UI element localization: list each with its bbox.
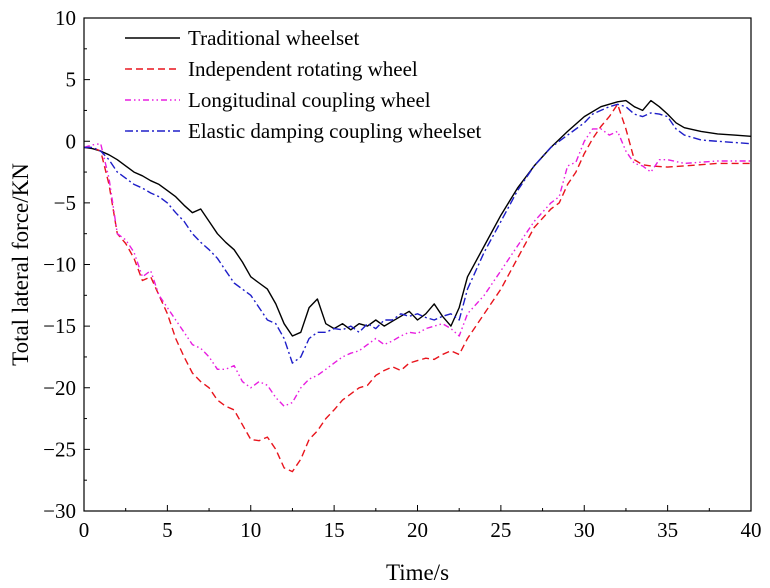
legend-label-1: Traditional wheelset [188, 26, 359, 50]
x-tick-label: 40 [741, 518, 762, 542]
y-tick-label: −15 [43, 314, 76, 338]
legend-label-2: Independent rotating wheel [188, 57, 418, 81]
legend: Traditional wheelset Independent rotating… [125, 26, 482, 143]
x-tick-label: 35 [657, 518, 678, 542]
series-line-4 [84, 103, 752, 364]
x-tick-label: 0 [79, 518, 90, 542]
series-line-2 [84, 103, 751, 473]
y-tick-label: −5 [54, 191, 76, 215]
x-tick-label: 15 [324, 518, 345, 542]
legend-label-4: Elastic damping coupling wheelset [188, 119, 482, 143]
y-axis-title: Total lateral force/KN [8, 163, 33, 366]
x-tick-label: 20 [407, 518, 428, 542]
series-lines [83, 99, 752, 473]
x-tick-label: 10 [240, 518, 261, 542]
x-tick-labels: 0 5 10 15 20 25 30 35 40 [79, 518, 762, 542]
plot-frame [83, 17, 752, 512]
x-tick-label: 5 [162, 518, 173, 542]
y-tick-label: 10 [55, 6, 76, 30]
y-tick-label: 5 [66, 68, 77, 92]
y-tick-label: −10 [43, 253, 76, 277]
x-axis-title: Time/s [386, 560, 449, 585]
y-tick-label: −20 [43, 376, 76, 400]
y-tick-labels: 10 5 0 −5 −10 −15 −20 −25 −30 [43, 6, 76, 523]
y-tick-label: −30 [43, 499, 76, 523]
series-line-3 [83, 128, 751, 407]
x-tick-label: 30 [574, 518, 595, 542]
y-tick-label: 0 [66, 129, 77, 153]
y-tick-label: −25 [43, 437, 76, 461]
x-tick-label: 25 [490, 518, 511, 542]
series-line-1 [83, 99, 752, 337]
legend-label-3: Longitudinal coupling wheel [188, 88, 431, 112]
